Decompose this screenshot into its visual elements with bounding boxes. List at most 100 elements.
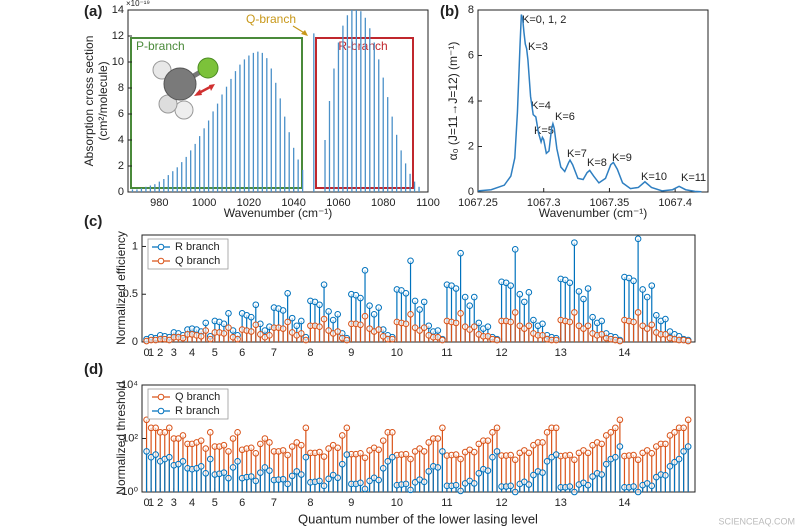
molecule-icon [152, 57, 219, 120]
stem-marker [375, 326, 382, 333]
stem-marker [666, 463, 674, 470]
stem-marker [266, 332, 273, 339]
stem-marker [302, 336, 310, 344]
stem-marker [225, 310, 232, 317]
y-exponent: ×10⁻¹⁹ [126, 0, 150, 8]
x-tick-label: 6 [239, 347, 245, 359]
stem-marker [320, 453, 328, 460]
stem-marker [434, 464, 442, 471]
stem-marker [466, 302, 474, 309]
stem-marker [334, 444, 342, 452]
stem-marker [643, 447, 651, 454]
y-tick-label: 0 [132, 336, 138, 348]
stem-marker [288, 443, 296, 450]
stem-marker [420, 448, 428, 455]
stem-marker [566, 279, 574, 287]
x-tick-label: 9 [348, 497, 354, 509]
stem-marker [634, 309, 642, 316]
stem-marker [598, 471, 605, 478]
stem-marker [279, 325, 287, 332]
stem-marker [366, 302, 373, 309]
x-tick-label: 0 [143, 497, 149, 509]
stem-marker [612, 453, 619, 461]
panel-label: (a) [84, 3, 102, 20]
y-tick-label: 2 [118, 160, 124, 172]
stem-marker [229, 464, 237, 471]
stem-marker [225, 474, 232, 482]
y-tick-label: 4 [118, 134, 124, 146]
y-axis-label: Normalized threshold [114, 381, 128, 494]
stem-marker [484, 332, 492, 340]
stem-marker [584, 322, 592, 330]
stem-marker [420, 298, 428, 306]
stem-marker [407, 310, 414, 318]
x-axis-label: Wavenumber (cm⁻¹) [539, 206, 648, 220]
x-tick-label: 8 [307, 497, 313, 509]
x-tick-label: 1 [148, 347, 154, 359]
stem-marker [197, 332, 205, 340]
stem-marker [598, 331, 605, 338]
stem-marker [470, 480, 478, 487]
stem-marker [279, 307, 287, 314]
stem-marker [675, 455, 683, 463]
x-tick-label: 10 [391, 347, 403, 359]
stem-marker [298, 330, 305, 337]
y-tick-label: 10 [112, 56, 124, 68]
stem-marker [247, 444, 255, 452]
stem-marker [680, 424, 687, 432]
stem-marker [179, 458, 187, 465]
stem-marker [266, 439, 273, 446]
stem-marker [247, 328, 255, 335]
stem-marker [470, 448, 478, 456]
stem-marker [370, 310, 378, 318]
stem-marker [411, 448, 419, 455]
stem-marker [366, 477, 373, 485]
stem-marker [379, 332, 387, 340]
annotation: Q-branch [246, 12, 296, 26]
x-tick-label: 2 [157, 347, 163, 359]
stem-marker [325, 308, 332, 315]
stem-marker [288, 314, 296, 322]
stem-marker [566, 483, 574, 490]
stem-marker [684, 443, 692, 450]
legend-label: Q branch [175, 391, 220, 403]
stem-marker [475, 440, 483, 448]
stem-marker [507, 318, 514, 326]
x-tick-label: 4 [189, 497, 195, 509]
stem-marker [684, 416, 692, 424]
x-tick-label: 1060 [326, 197, 350, 209]
stem-marker [425, 439, 433, 446]
x-tick-label: 1 [148, 497, 154, 509]
stem-marker [543, 429, 551, 436]
x-tick-label: 2 [157, 497, 163, 509]
x-tick-label: 1067.35 [590, 197, 630, 209]
stem-marker [234, 429, 241, 436]
x-tick-label: 10 [391, 497, 403, 509]
stem-marker [416, 327, 423, 334]
annotation: K=10 [641, 171, 667, 183]
legend-marker [157, 257, 165, 265]
stem-marker [234, 335, 241, 343]
stem-marker [311, 298, 319, 306]
stem-marker [375, 446, 382, 454]
panel-label: (c) [84, 213, 102, 230]
stem-marker [648, 321, 656, 329]
stem-marker [616, 416, 624, 424]
stem-marker [484, 437, 492, 444]
stem-marker [229, 435, 237, 442]
y-tick-label: 8 [468, 4, 474, 16]
stem-marker [229, 327, 237, 334]
x-tick-label: 13 [555, 497, 567, 509]
stem-marker [607, 429, 615, 436]
stem-marker [343, 451, 351, 458]
stem-marker [493, 448, 501, 455]
annotation: K=11 [681, 172, 706, 184]
y-tick-label: 14 [112, 4, 124, 16]
x-tick-label: 7 [271, 497, 277, 509]
stem-marker [407, 455, 414, 463]
stem-marker [357, 479, 364, 487]
stem-marker [298, 317, 305, 325]
stem-marker [521, 298, 528, 306]
stem-marker [625, 274, 633, 282]
stem-marker [439, 424, 446, 432]
